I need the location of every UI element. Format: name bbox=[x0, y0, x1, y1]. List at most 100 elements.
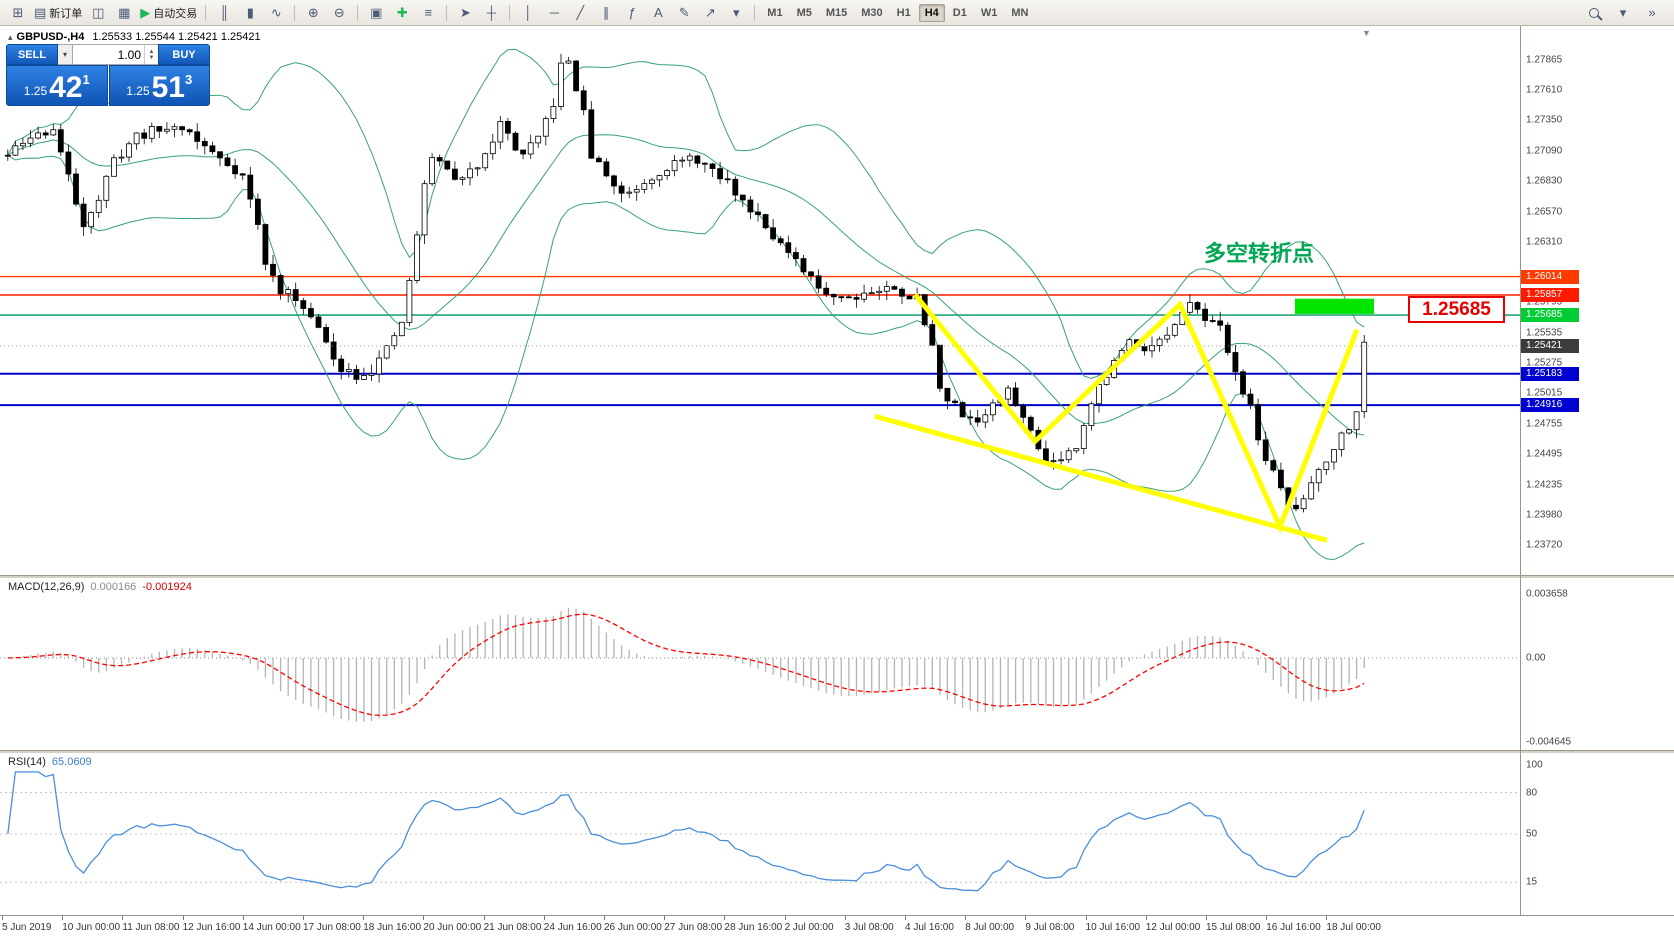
time-axis-tick bbox=[905, 916, 906, 920]
time-axis-label: 18 Jun 16:00 bbox=[363, 922, 422, 933]
sell-price-display[interactable]: 1.25 42 1 bbox=[6, 65, 108, 106]
templates-icon[interactable]: ≡ bbox=[415, 3, 441, 23]
timeframe-button-h1[interactable]: H1 bbox=[896, 6, 911, 19]
candle bbox=[694, 155, 701, 164]
buy-button[interactable]: BUY bbox=[158, 44, 210, 65]
zoom-out-icon[interactable]: ⊖ bbox=[326, 3, 352, 23]
candle bbox=[126, 143, 132, 158]
candle bbox=[1353, 411, 1360, 431]
fibonacci-icon[interactable]: ƒ bbox=[619, 3, 645, 23]
toolbar-separator bbox=[754, 4, 756, 21]
spin-down-icon[interactable]: ▼ bbox=[148, 54, 155, 61]
buy-price-pip: 3 bbox=[185, 72, 193, 87]
candle bbox=[285, 289, 292, 295]
caret-down-icon[interactable]: ▾ bbox=[1610, 3, 1636, 23]
candlestick-icon[interactable]: ▮ bbox=[237, 3, 263, 23]
spin-up-icon[interactable]: ▲ bbox=[148, 48, 155, 55]
candle bbox=[1020, 405, 1027, 418]
candle bbox=[497, 121, 504, 143]
timeframe-button-m5[interactable]: M5 bbox=[796, 6, 812, 19]
crosshair-icon[interactable]: ┼ bbox=[478, 3, 504, 23]
candlestick-icon-glyph: ▮ bbox=[246, 4, 254, 20]
channel-icon[interactable]: ∥ bbox=[593, 3, 619, 23]
line-chart-icon[interactable]: ∿ bbox=[263, 3, 289, 23]
search-icon[interactable] bbox=[1581, 3, 1607, 23]
timeframe-button-m1[interactable]: M1 bbox=[767, 6, 783, 19]
volume-value[interactable]: 1.00 bbox=[117, 47, 141, 62]
profiles-icon[interactable]: ◫ bbox=[85, 3, 111, 23]
candle bbox=[467, 168, 473, 179]
collapse-panel-icon[interactable]: ▴ bbox=[8, 32, 13, 42]
new-chart-icon[interactable]: ⊞ bbox=[5, 3, 31, 23]
timeframe-button-h4[interactable]: H4 bbox=[918, 3, 945, 22]
time-axis-label: 5 Jun 2019 bbox=[2, 922, 52, 933]
text-icon[interactable]: A bbox=[645, 3, 671, 23]
candle bbox=[338, 358, 345, 372]
candle bbox=[952, 400, 958, 404]
price-axis-tag: 1.25685 bbox=[1521, 308, 1579, 323]
candle bbox=[573, 60, 579, 92]
shapes-caret-icon[interactable]: ▾ bbox=[723, 3, 749, 23]
price-axis-label: 1.25795 bbox=[1526, 296, 1563, 308]
buy-price-display[interactable]: 1.25 51 3 bbox=[108, 65, 210, 106]
candle bbox=[57, 129, 64, 153]
bar-chart-icon[interactable]: ║ bbox=[211, 3, 237, 23]
candle bbox=[1156, 338, 1163, 346]
toolbar-overflow-icon[interactable]: » bbox=[1639, 3, 1665, 23]
price-target-label[interactable]: 1.25685 bbox=[1408, 296, 1505, 323]
zoom-in-icon[interactable]: ⊕ bbox=[300, 3, 326, 23]
bollinger-bands[interactable] bbox=[7, 48, 1365, 561]
timeframe-button-m30[interactable]: M30 bbox=[861, 6, 883, 19]
candle bbox=[1331, 449, 1337, 463]
candle bbox=[88, 212, 94, 228]
autotrading-button[interactable]: ▶ 自动交易 bbox=[137, 3, 200, 23]
volume-dropdown-icon[interactable]: ▾ bbox=[58, 44, 73, 65]
tile-windows-icon[interactable]: ▣ bbox=[363, 3, 389, 23]
candles-layer[interactable] bbox=[4, 53, 1368, 513]
panel-separator[interactable] bbox=[0, 575, 1674, 578]
panel-separator[interactable] bbox=[0, 750, 1674, 753]
candle bbox=[641, 183, 648, 190]
arrows-icon[interactable]: ↗ bbox=[697, 3, 723, 23]
candle bbox=[937, 344, 943, 389]
new-order-button[interactable]: ▤ 新订单 bbox=[31, 3, 85, 23]
time-axis[interactable]: 5 Jun 2019 10 Jun 00:00 11 Jun 08:00 12 Jun… bbox=[0, 915, 1674, 950]
trendline-icon[interactable]: ╱ bbox=[567, 3, 593, 23]
indicators-icon[interactable]: ✚ bbox=[389, 3, 415, 23]
yellow-trendline-1[interactable] bbox=[874, 413, 1328, 543]
vertical-line-icon[interactable]: │ bbox=[515, 3, 541, 23]
cursor-icon[interactable]: ➤ bbox=[452, 3, 478, 23]
horizontal-line-icon[interactable]: ─ bbox=[541, 3, 567, 23]
candle bbox=[360, 374, 367, 380]
price-chart[interactable] bbox=[0, 26, 1674, 575]
timeframe-button-d1[interactable]: D1 bbox=[952, 6, 967, 19]
volume-spinner[interactable]: ▲ ▼ bbox=[144, 45, 158, 64]
rsi-panel[interactable] bbox=[0, 753, 1674, 915]
candle bbox=[179, 126, 186, 131]
candle bbox=[770, 227, 776, 240]
green-zone-box[interactable] bbox=[1295, 298, 1374, 314]
candle bbox=[292, 289, 299, 302]
candle bbox=[1202, 308, 1208, 321]
label-icon[interactable]: ✎ bbox=[671, 3, 697, 23]
horizontal-lines[interactable] bbox=[0, 275, 1520, 407]
data-window-icon[interactable]: ▦ bbox=[111, 3, 137, 23]
sell-button[interactable]: SELL bbox=[6, 44, 58, 65]
volume-input[interactable]: 1.00 ▲ ▼ bbox=[73, 44, 158, 65]
timeframe-button-w1[interactable]: W1 bbox=[980, 6, 998, 19]
time-axis-label: 2 Jul 00:00 bbox=[784, 922, 834, 933]
rsi-label: RSI(14) 65.0609 bbox=[8, 756, 92, 768]
macd-panel[interactable] bbox=[0, 578, 1674, 750]
text-icon-glyph: A bbox=[653, 5, 663, 20]
candle bbox=[80, 203, 87, 228]
chart-shift-marker[interactable]: ▼ bbox=[1362, 28, 1371, 38]
candle bbox=[376, 357, 383, 375]
time-axis-tick bbox=[1266, 916, 1268, 920]
arrows-icon-glyph: ↗ bbox=[704, 4, 716, 20]
chart-annotation-text[interactable]: 多空转折点 bbox=[1204, 241, 1315, 266]
yellow-trendline-2[interactable] bbox=[913, 293, 1360, 534]
time-axis-tick bbox=[122, 916, 124, 920]
timeframe-button-m15[interactable]: M15 bbox=[825, 6, 848, 19]
candle bbox=[891, 286, 898, 290]
timeframe-button-mn[interactable]: MN bbox=[1011, 6, 1029, 19]
